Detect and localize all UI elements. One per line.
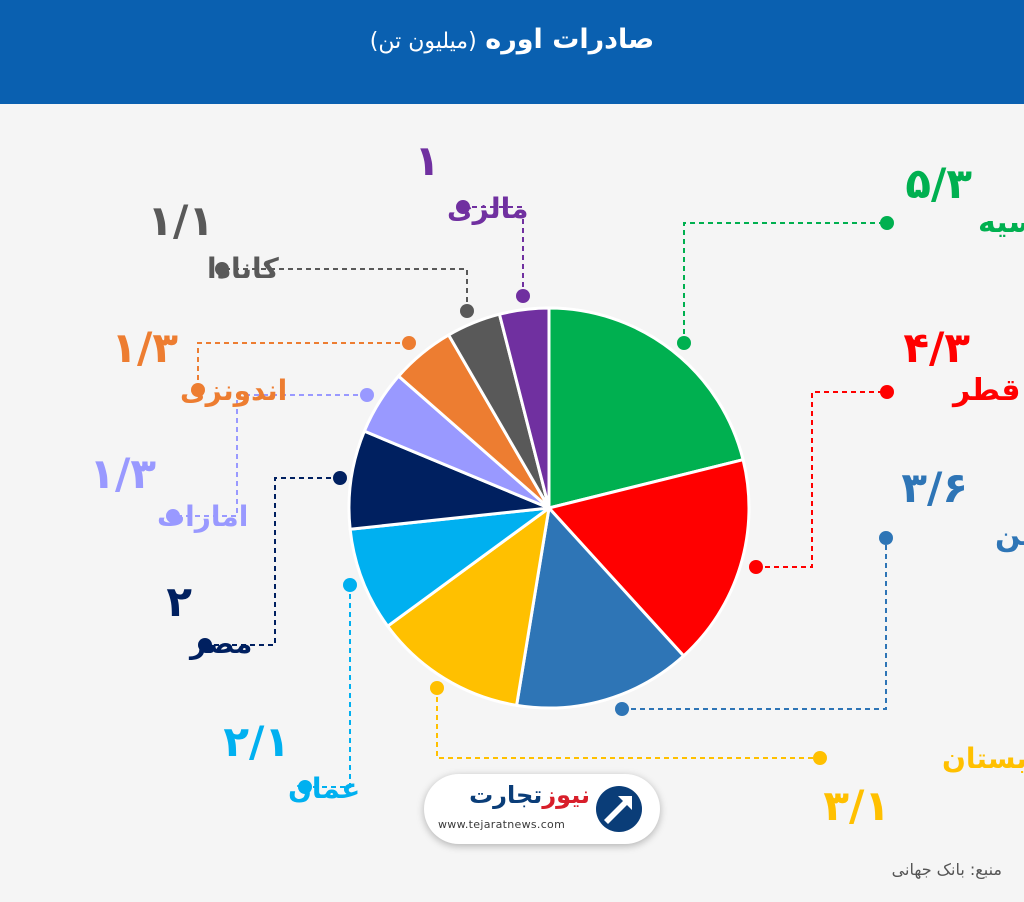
leader-dot <box>813 751 827 765</box>
logo-url: www.tejaratnews.com <box>438 818 566 831</box>
leader-dot <box>430 681 444 695</box>
pie-slice <box>348 506 551 628</box>
slice-label: عمان <box>288 772 360 805</box>
leader-dot <box>879 531 893 545</box>
logo-name-part1: تجارت <box>469 781 543 809</box>
leader-dot <box>456 200 470 214</box>
slice-label: مالزی <box>447 192 528 225</box>
leader-line <box>622 538 887 710</box>
slice-label: قطر <box>951 373 1021 408</box>
slice-value: ۴/۳ <box>903 323 970 372</box>
pie-slice <box>547 458 751 658</box>
pie-slice <box>497 306 551 510</box>
title-unit: (میلیون تن) <box>369 29 477 54</box>
slice-value: ۳/۶ <box>901 463 968 512</box>
leader-dot <box>298 780 312 794</box>
logo-mark-icon <box>596 786 642 832</box>
leader-line <box>463 206 524 296</box>
leader-dot <box>198 638 212 652</box>
slice-value: ۱/۳ <box>111 323 178 372</box>
leader-line <box>756 391 887 568</box>
logo-name: نیوزتجارت <box>469 781 590 809</box>
leader-dot <box>166 509 180 523</box>
leader-dot <box>460 304 474 318</box>
slice-value: ۵/۳ <box>905 159 972 208</box>
slice-value: ۲ <box>166 577 192 626</box>
leader-dot <box>677 336 691 350</box>
leader-line <box>197 342 409 390</box>
header-bar <box>0 0 1024 104</box>
leader-dot <box>402 336 416 350</box>
slice-label: روسیه <box>978 205 1024 240</box>
slice-value: ۱ <box>414 136 440 185</box>
leader-line <box>173 394 367 517</box>
leader-dot <box>191 383 205 397</box>
slice-label: مصر <box>188 627 252 660</box>
slice-label: اوکراین <box>995 518 1024 553</box>
pie-slice <box>347 429 551 531</box>
leader-line <box>305 585 351 788</box>
leader-line <box>205 477 340 646</box>
leader-dot <box>333 471 347 485</box>
chart-title: صادرات اوره (میلیون تن) <box>0 24 1024 55</box>
leader-line <box>436 688 820 759</box>
pie-slice <box>386 506 551 707</box>
leader-line <box>222 268 468 311</box>
source-note: منبع: بانک جهانی <box>891 860 1002 879</box>
pie-slice <box>547 306 745 510</box>
slice-label: امارات <box>157 500 248 533</box>
title-main: صادرات اوره <box>485 24 655 55</box>
leader-dot <box>749 560 763 574</box>
slice-value: ۳/۱ <box>823 781 890 830</box>
pie-slice <box>515 506 686 710</box>
slice-label: اندونزی <box>180 374 287 407</box>
logo-name-part2: نیوز <box>542 781 590 809</box>
slice-value: ۱/۳ <box>89 449 156 498</box>
leader-dot <box>880 216 894 230</box>
leader-dot <box>615 702 629 716</box>
leader-dot <box>360 388 374 402</box>
leader-dot <box>215 262 229 276</box>
leader-line <box>683 222 887 343</box>
leader-dot <box>516 289 530 303</box>
tejaratnews-logo: نیوزتجارت www.tejaratnews.com <box>424 774 660 844</box>
slice-label: کانادا <box>207 252 280 285</box>
leader-dot <box>880 385 894 399</box>
slice-value: ۱/۱ <box>147 196 214 245</box>
slice-value: ۲/۱ <box>223 717 290 766</box>
slice-label: عربستان <box>942 742 1024 775</box>
leader-dot <box>343 578 357 592</box>
